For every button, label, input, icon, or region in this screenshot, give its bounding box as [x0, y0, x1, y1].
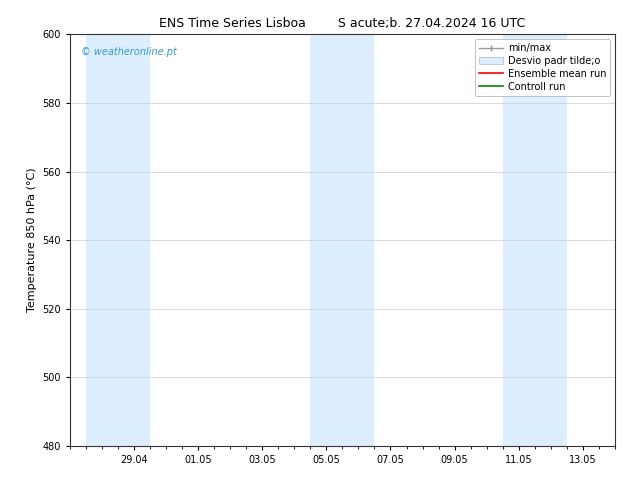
Bar: [503, 34, 567, 446]
Bar: [310, 34, 375, 446]
Y-axis label: Temperature 850 hPa (°C): Temperature 850 hPa (°C): [27, 168, 37, 313]
Legend: min/max, Desvio padr tilde;o, Ensemble mean run, Controll run: min/max, Desvio padr tilde;o, Ensemble m…: [475, 39, 610, 96]
Title: ENS Time Series Lisboa        S acute;b. 27.04.2024 16 UTC: ENS Time Series Lisboa S acute;b. 27.04.…: [159, 17, 526, 30]
Text: © weatheronline.pt: © weatheronline.pt: [81, 47, 176, 57]
Bar: [86, 34, 150, 446]
